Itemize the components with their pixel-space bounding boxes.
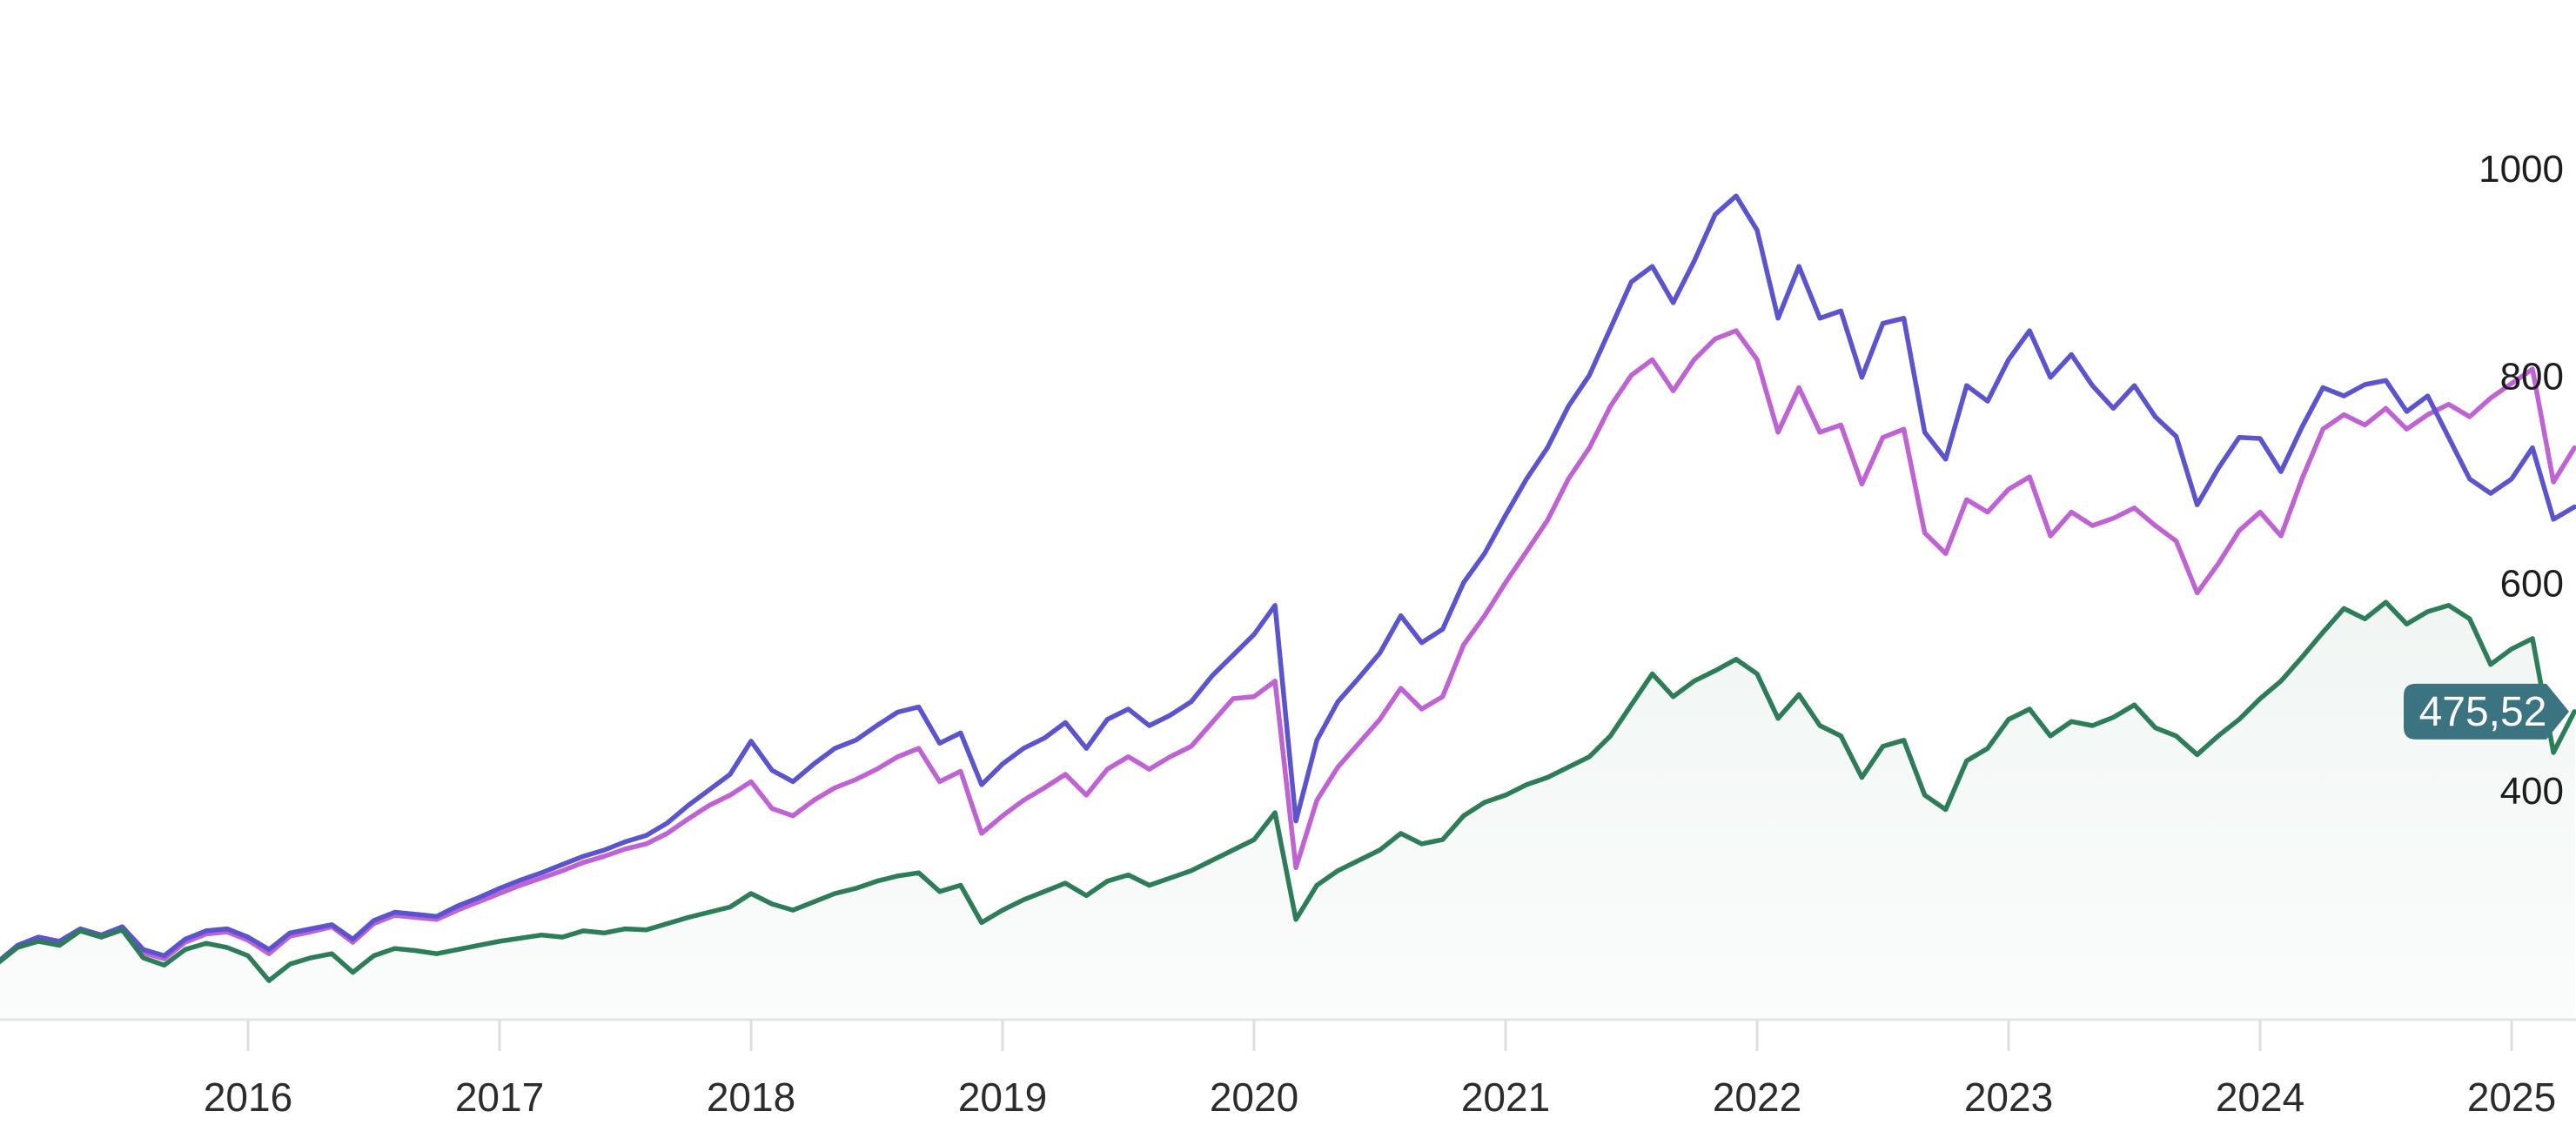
x-tick-label-2022: 2022 <box>1713 1074 1801 1120</box>
y-axis-label-600: 600 <box>2500 563 2564 606</box>
x-tick-label-2025: 2025 <box>2467 1074 2556 1120</box>
y-axis-label-800: 800 <box>2500 355 2564 398</box>
x-tick-label-2023: 2023 <box>1964 1074 2053 1120</box>
x-tick-label-2017: 2017 <box>455 1074 544 1120</box>
x-axis <box>0 1018 2576 1051</box>
x-tick-label-2021: 2021 <box>1461 1074 1550 1120</box>
series-lines-layer <box>0 193 2576 983</box>
series-area-green <box>0 602 2575 1020</box>
series-line-green <box>0 599 2576 983</box>
x-tick-label-2016: 2016 <box>204 1074 292 1120</box>
x-tick-label-2020: 2020 <box>1210 1074 1298 1120</box>
axis-labels-layer: 2016 2017 2018 2019 2020 2021 2022 2023 2024 2025… <box>204 148 2564 1120</box>
x-tick-label-2018: 2018 <box>707 1074 795 1120</box>
last-price-badge-shape <box>2404 683 2569 740</box>
last-price-badge: 475,52 <box>2404 683 2569 740</box>
last-price-badge-value: 475,52 <box>2419 689 2547 735</box>
area-fill-layer <box>0 602 2575 1020</box>
x-tick-label-2019: 2019 <box>958 1074 1047 1120</box>
x-tick-label-2024: 2024 <box>2216 1074 2304 1120</box>
y-axis-label-400: 400 <box>2500 770 2564 813</box>
series-line-indigo <box>0 193 2576 964</box>
series-line-magenta <box>0 328 2576 964</box>
y-axis-label-1000: 1000 <box>2479 148 2564 191</box>
